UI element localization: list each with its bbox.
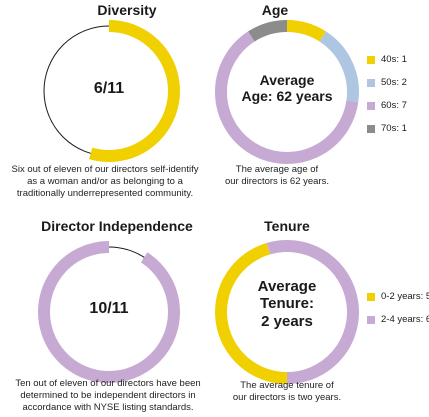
- legend-label: 40s: 1: [381, 54, 407, 65]
- legend-label: 2-4 years: 6: [381, 314, 429, 325]
- legend-swatch: [367, 78, 375, 87]
- legend-swatch: [367, 315, 375, 324]
- donut-slice-60s: [215, 31, 359, 164]
- legend-label: 0-2 years: 5: [381, 291, 429, 302]
- tenure-legend: 0-2 years: 5 2-4 years: 6: [367, 285, 429, 331]
- legend-item-40s: 40s: 1: [367, 48, 407, 71]
- age-caption: The average age of our directors is 62 y…: [224, 164, 329, 187]
- legend-item-0-2-years: 0-2 years: 5: [367, 285, 429, 308]
- legend-label: 70s: 1: [381, 123, 407, 134]
- legend-swatch: [367, 124, 375, 133]
- tenure-center-label: Average Tenure: 2 years: [257, 278, 317, 330]
- donut-slice-0: [38, 241, 180, 383]
- diversity-center-label: 6/11: [93, 80, 125, 97]
- tenure-title: Tenure: [264, 218, 310, 234]
- legend-item-60s: 60s: 7: [367, 94, 407, 117]
- independence-caption: Ten out of eleven of our directors have …: [15, 378, 201, 413]
- legend-label: 60s: 7: [381, 100, 407, 111]
- donut-slice-0-2-years: [215, 242, 288, 384]
- legend-swatch: [367, 101, 375, 110]
- diversity-title: Diversity: [97, 2, 157, 18]
- donut-slice-50s: [319, 31, 359, 103]
- legend-label: 50s: 2: [381, 77, 407, 88]
- donut-slice-2-4-years: [266, 240, 359, 384]
- tenure-caption: The average tenure of our directors is t…: [232, 380, 342, 403]
- age-legend: 40s: 1 50s: 2 60s: 7 70s: 1: [367, 48, 407, 140]
- independence-title: Director Independence: [41, 218, 193, 234]
- legend-swatch: [367, 55, 375, 64]
- independence-center-label: 10/11: [89, 300, 129, 317]
- legend-item-50s: 50s: 2: [367, 71, 407, 94]
- legend-swatch: [367, 292, 375, 301]
- donut-slice-0: [89, 20, 180, 162]
- legend-item-2-4-years: 2-4 years: 6: [367, 308, 429, 331]
- diversity-caption: Six out of eleven of our directors self-…: [11, 164, 199, 199]
- legend-item-70s: 70s: 1: [367, 117, 407, 140]
- donut-slice-70s: [248, 20, 288, 42]
- age-title: Age: [261, 2, 289, 18]
- age-center-label: Average Age: 62 years: [241, 72, 333, 105]
- donut-slice-40s: [286, 20, 326, 42]
